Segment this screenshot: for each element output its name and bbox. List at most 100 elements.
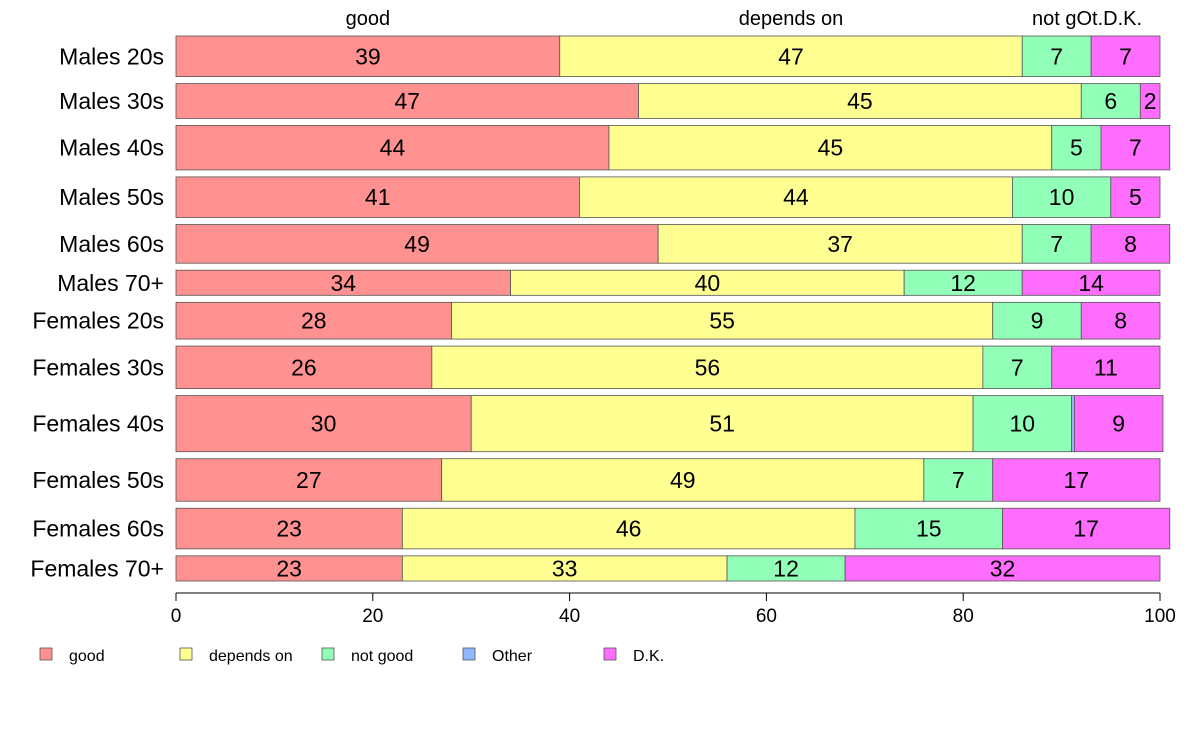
data-label: 44: [380, 135, 406, 161]
bar-segment: [175, 125, 610, 171]
data-label: 5: [1129, 184, 1142, 210]
bar-segment: [175, 224, 659, 264]
bar-segment: [972, 395, 1072, 453]
data-label: 30: [311, 411, 337, 437]
category-label: Females 40s: [32, 411, 164, 437]
data-label: 45: [847, 88, 873, 114]
legend-label: D.K.: [633, 648, 664, 665]
bar-segment: [726, 555, 846, 582]
category-label: Males 30s: [59, 88, 164, 114]
data-label: 51: [709, 411, 735, 437]
data-label: 33: [552, 555, 578, 581]
bar-segment: [1021, 35, 1092, 78]
data-label: 10: [1049, 184, 1075, 210]
top-label: depends on: [739, 8, 844, 30]
legend-swatch: [321, 647, 335, 661]
bar-segment: [175, 269, 511, 296]
x-tick-label: 80: [953, 606, 974, 627]
data-label: 7: [1129, 135, 1142, 161]
data-label: 49: [404, 231, 430, 257]
bar-segment: [903, 269, 1023, 296]
x-tick-label: 0: [171, 606, 182, 627]
data-label: 39: [355, 43, 381, 69]
bar-segment: [1051, 125, 1102, 171]
bar-segment: [175, 458, 443, 502]
category-label: Females 60s: [32, 516, 164, 542]
data-label: 56: [695, 354, 721, 380]
bar-segment: [992, 458, 1161, 502]
legend-label: not good: [351, 648, 413, 665]
data-label: 10: [1009, 411, 1035, 437]
category-label: Males 50s: [59, 184, 164, 210]
bar-segment: [1110, 176, 1161, 218]
bar-segment: [441, 458, 925, 502]
x-tick-label: 100: [1144, 606, 1176, 627]
data-label: 12: [950, 270, 976, 296]
data-label: 8: [1124, 231, 1137, 257]
data-label: 45: [818, 135, 844, 161]
data-label: 5: [1070, 135, 1083, 161]
data-label: 7: [1050, 43, 1063, 69]
bar-segment: [175, 301, 452, 340]
data-label: 32: [990, 555, 1016, 581]
data-label: 34: [330, 270, 356, 296]
bar-segment: [992, 301, 1082, 340]
data-label: 12: [773, 555, 799, 581]
bar-segment: [431, 345, 984, 390]
category-label: Males 40s: [59, 135, 164, 161]
bar-segment: [1080, 301, 1161, 340]
data-label: 23: [276, 516, 302, 542]
top-label: good: [346, 8, 391, 30]
legend-label: good: [69, 648, 105, 665]
bar-segment: [451, 301, 994, 340]
legend-swatch: [603, 647, 617, 661]
legend-label: Other: [492, 648, 533, 665]
bar-segment: [175, 555, 403, 582]
data-label: 15: [916, 516, 942, 542]
category-label: Females 30s: [32, 354, 164, 380]
data-label: 28: [301, 308, 327, 334]
bar-segment: [470, 395, 974, 453]
bar-segment: [1002, 507, 1171, 550]
bar-segment: [982, 345, 1053, 390]
data-label: 7: [1050, 231, 1063, 257]
bar-segment: [923, 458, 994, 502]
category-label: Females 50s: [32, 467, 164, 493]
data-label: 9: [1031, 308, 1044, 334]
bar-segment: [1021, 224, 1092, 264]
data-label: 7: [952, 467, 965, 493]
data-label: 11: [1094, 354, 1118, 380]
data-label: 8: [1114, 308, 1127, 334]
data-label: 17: [1064, 467, 1090, 493]
bar-segment: [608, 125, 1053, 171]
bar-segment: [1073, 395, 1164, 453]
bar-segment: [1080, 83, 1141, 119]
data-label: 46: [616, 516, 642, 542]
data-label: 37: [827, 231, 853, 257]
bar-segment: [1139, 83, 1161, 119]
bar-segment: [638, 83, 1082, 119]
data-label: 17: [1073, 516, 1099, 542]
category-label: Females 20s: [32, 308, 164, 334]
data-label: 14: [1078, 270, 1104, 296]
x-tick-label: 40: [559, 606, 580, 627]
data-label: 9: [1112, 411, 1125, 437]
category-label: Males 70+: [57, 270, 164, 296]
bar-segment: [1071, 395, 1075, 453]
data-label: 44: [783, 184, 809, 210]
data-label: 55: [709, 308, 735, 334]
category-label: Males 20s: [59, 43, 164, 69]
bar-segment: [510, 269, 905, 296]
legend-label: depends on: [209, 648, 293, 665]
data-label: 2: [1144, 88, 1157, 114]
bar-segment: [559, 35, 1023, 78]
data-label: 40: [695, 270, 721, 296]
bar-segment: [844, 555, 1161, 582]
bar-segment: [854, 507, 1003, 550]
bar-segment: [175, 176, 580, 218]
bar-segment: [401, 507, 856, 550]
bar-segment: [579, 176, 1013, 218]
data-label: 47: [394, 88, 420, 114]
x-tick-label: 20: [362, 606, 383, 627]
